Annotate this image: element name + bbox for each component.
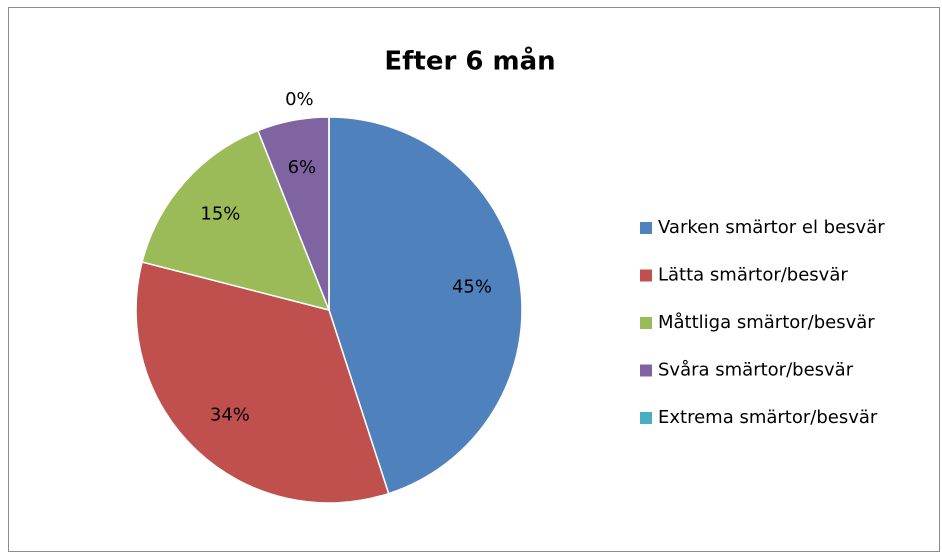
pie-slice <box>135 261 390 504</box>
legend-swatch <box>640 222 652 234</box>
legend-swatch <box>640 364 652 377</box>
pie-slice <box>328 116 523 495</box>
legend-label: Måttliga smärtor/besvär <box>658 312 875 333</box>
legend-label: Varken smärtor el besvär <box>658 217 885 238</box>
data-label: 6% <box>288 157 317 178</box>
legend-swatch <box>640 412 652 424</box>
data-label: 45% <box>452 276 492 297</box>
data-label: 0% <box>285 89 314 110</box>
legend-swatch <box>640 269 652 282</box>
pie-slice <box>141 129 331 312</box>
legend-label: Extrema smärtor/besvär <box>658 407 878 428</box>
legend-label: Lätta smärtor/besvär <box>658 265 848 286</box>
legend-label: Svåra smärtor/besvär <box>658 360 854 381</box>
data-label: 34% <box>210 405 250 426</box>
legend-swatch <box>640 317 652 329</box>
chart-title: Efter 6 mån <box>384 45 555 77</box>
data-label: 15% <box>200 203 240 224</box>
